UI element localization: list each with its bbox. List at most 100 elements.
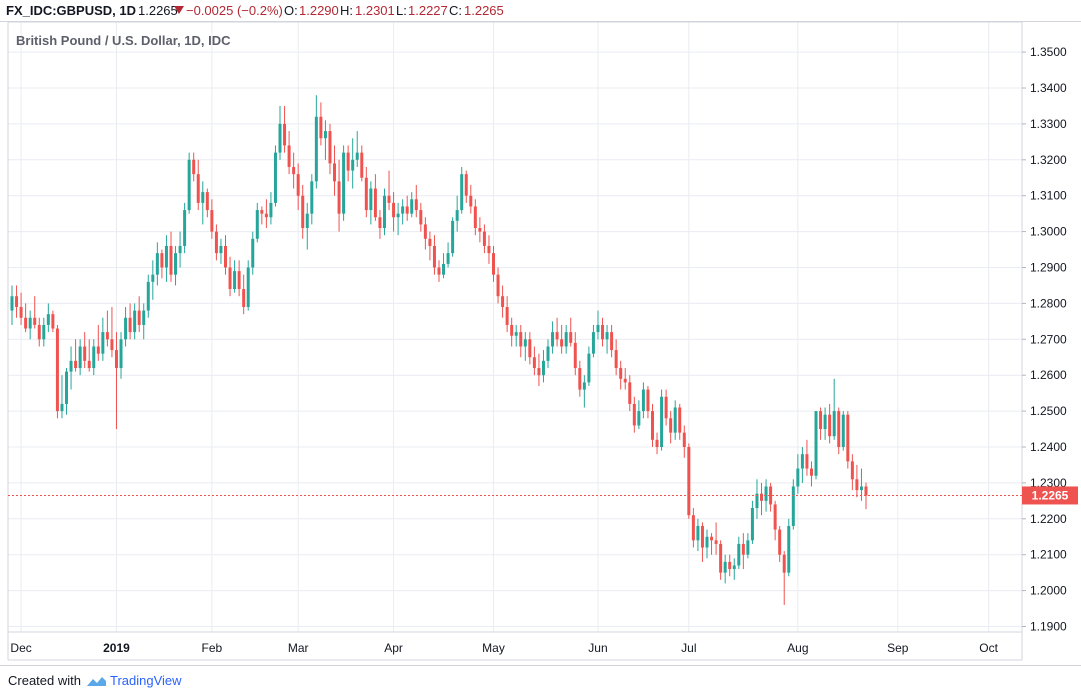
candle-down [33,296,37,329]
candle-body [87,360,91,369]
candle-body [233,271,237,290]
candle-body [837,411,841,447]
candle-body [60,403,64,412]
candle-up [164,235,168,282]
candle-down [828,403,832,444]
candle-down [728,554,732,577]
candle-body [646,389,650,412]
candle-up [546,339,550,369]
candle-up [119,332,123,379]
candle-body [51,314,55,329]
candle-body [305,213,309,229]
candle-up [446,242,450,268]
candle-body [564,332,568,347]
price-tick-label: 1.3500 [1030,45,1067,59]
candle-body [814,411,818,476]
candle-down [405,195,409,221]
candle-body [741,543,745,555]
candle-body [273,152,277,203]
candle-down [74,339,78,372]
candle-up [382,188,386,236]
candle-body [105,332,109,340]
candle-down [137,296,141,333]
candle-body [455,210,459,221]
candle-down [714,522,718,555]
candle-body [496,274,500,297]
candle-body [214,231,218,254]
time-tick-label: Sep [887,641,909,655]
candle-up [673,400,677,440]
candle-body [655,439,659,447]
candle-down [205,188,209,218]
candle-body [187,159,191,211]
price-tick-label: 1.2400 [1030,440,1067,454]
candle-body [342,152,346,214]
candle-down [287,131,291,175]
candle-body [501,296,505,307]
candle-up [442,253,446,279]
time-tick-label: Dec [10,641,31,655]
candle-down [51,310,55,333]
price-tick-label: 1.1900 [1030,620,1067,634]
candle-down [760,482,764,516]
candle-down [769,482,773,512]
candle-body [223,245,227,268]
candle-down [210,199,214,239]
candle-up [178,231,182,268]
open-value: 1.2290 [299,3,339,18]
candle-body [832,411,836,437]
tradingview-logo-icon[interactable] [84,674,108,688]
candle-body [650,411,654,440]
candle-up [723,554,727,584]
candle-up [605,324,609,354]
candle-body [791,486,795,526]
candle-body [669,418,673,433]
price-chart[interactable]: British Pound / U.S. Dollar, 1D, IDC 1.1… [0,22,1081,665]
candle-body [628,382,632,404]
candle-body [760,493,764,501]
candle-body [337,181,341,214]
candle-body [278,123,282,153]
candle-body [410,199,414,214]
candle-down [55,324,59,419]
price-tick-label: 1.2800 [1030,296,1067,310]
candle-down [569,317,573,347]
candle-up [233,260,237,293]
candle-body [660,396,664,447]
candle-body [42,324,46,340]
candle-body [255,210,259,239]
candle-body [360,152,364,178]
candle-up [696,518,700,552]
candle-body [405,206,409,214]
candle-up [523,332,527,361]
candle-body [428,238,432,246]
candle-up [92,339,96,376]
candle-body [859,486,863,491]
candle-up [101,317,105,361]
candle-down [819,407,823,440]
candle-body [328,131,332,164]
candle-up [755,479,759,519]
price-axis[interactable]: 1.1900 1.2000 1.2100 1.2200 1.2300 1.2400 1.25… [1022,45,1067,634]
candle-body [637,411,641,426]
candle-down [532,346,536,376]
price-tick-label: 1.2100 [1030,548,1067,562]
time-axis[interactable]: Dec 2019 Feb Mar Apr May Jun Jul Aug Sep Oct [10,641,998,655]
candle-body [114,350,118,369]
candle-body [146,281,150,311]
candle-body [510,324,514,336]
candle-up [791,479,795,530]
candle-body [364,177,368,211]
candle-body [523,339,527,347]
candle-body [778,529,782,555]
candle-down [337,159,341,232]
time-tick-label: Jul [681,641,696,655]
candle-up [737,536,741,570]
candle-body [601,324,605,340]
tradingview-link[interactable]: TradingView [110,673,182,688]
candle-body [469,195,473,207]
candle-body [160,253,164,268]
symbol-label[interactable]: FX_IDC:GBPUSD, 1D [6,3,137,18]
candle-down [487,235,491,264]
candle-down [160,249,164,279]
